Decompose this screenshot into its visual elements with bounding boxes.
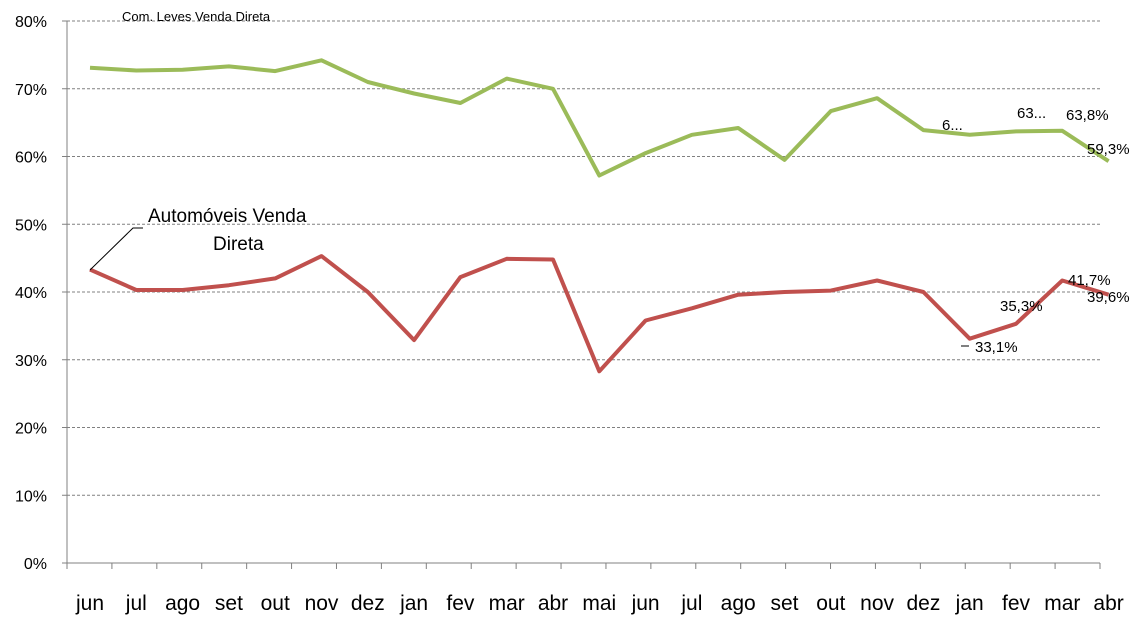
x-tick-label: jul	[680, 592, 702, 615]
data-label: 63...	[1017, 105, 1046, 122]
x-tick-label: fev	[446, 592, 475, 615]
series-label-automoveis: Automóveis Venda Direta	[89, 206, 307, 271]
data-labels: 6... 63... 63,8% 59,3% 33,1% 35,3% 41,7%39,6%	[942, 105, 1130, 356]
x-tick-label: jun	[631, 592, 660, 615]
x-tick-label: jul	[125, 592, 147, 615]
y-axis-ticks: 0% 10% 20% 30% 40% 50% 60% 70% 80%	[15, 14, 67, 573]
y-tick-label: 50%	[15, 217, 47, 234]
series-label-automoveis-line2: Direta	[213, 234, 264, 255]
x-tick-label: mar	[489, 592, 525, 615]
data-label: 39,6%	[1087, 289, 1130, 306]
x-tick-label: abr	[1093, 592, 1123, 615]
x-tick-label: nov	[305, 592, 339, 615]
series-label-com-leves: Com. Leves Venda Direta	[122, 9, 271, 24]
data-label: 59,3%	[1087, 141, 1130, 158]
x-tick-label: jan	[955, 592, 984, 615]
x-tick-label: ago	[165, 592, 200, 615]
series-label-automoveis-leader	[89, 227, 143, 271]
x-tick-label: abr	[538, 592, 568, 615]
x-tick-label: jun	[75, 592, 104, 615]
x-tick-label: set	[770, 592, 798, 615]
x-tick-label: mar	[1044, 592, 1080, 615]
x-tick-label: dez	[351, 592, 385, 615]
y-tick-label: 20%	[15, 421, 47, 438]
y-tick-label: 10%	[15, 488, 47, 505]
series-lines	[89, 58, 1110, 374]
data-label: 33,1%	[975, 339, 1018, 356]
y-tick-label: 60%	[15, 150, 47, 167]
data-label: 6...	[942, 117, 963, 134]
x-tick-label: set	[215, 592, 243, 615]
x-axis: jun jul ago set out nov dez jan fev mar abr mai jun j…	[66, 21, 1124, 615]
series-line-1	[89, 254, 1110, 374]
y-tick-label: 70%	[15, 82, 47, 99]
y-tick-label: 80%	[15, 14, 47, 31]
y-tick-label: 40%	[15, 285, 47, 302]
y-tick-label: 30%	[15, 353, 47, 370]
x-tick-label: ago	[721, 592, 756, 615]
x-tick-label: dez	[906, 592, 940, 615]
x-tick-label: fev	[1002, 592, 1031, 615]
data-label: 63,8%	[1066, 107, 1109, 124]
x-tick-label: out	[261, 592, 290, 615]
series-label-automoveis-line1: Automóveis Venda	[148, 206, 307, 227]
x-tick-label: mai	[582, 592, 616, 615]
x-tick-label: out	[816, 592, 845, 615]
gridlines	[67, 20, 1100, 496]
data-label: 41,7%	[1068, 272, 1111, 289]
y-tick-label: 0%	[24, 556, 47, 573]
x-tick-label: nov	[860, 592, 894, 615]
x-tick-label: jan	[399, 592, 428, 615]
data-label: 35,3%	[1000, 298, 1043, 315]
